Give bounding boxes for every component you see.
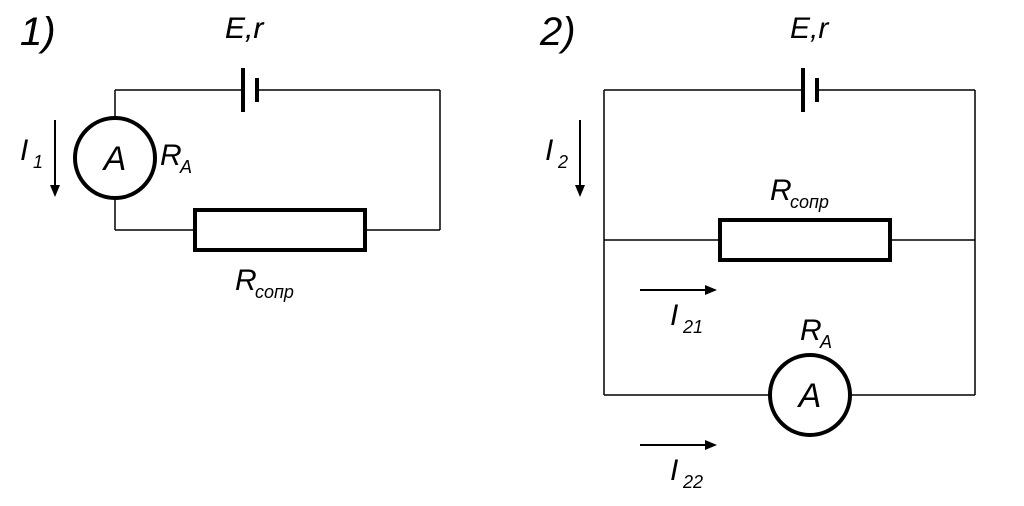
c2-i21-sub: 21 (682, 317, 703, 337)
c2-i22-label: I (670, 454, 678, 487)
c2-i21-label: I (670, 299, 678, 332)
c1-ra-sub: A (179, 157, 192, 177)
c2-ra-label: R (800, 314, 822, 347)
c1-ammeter-letter: A (102, 140, 127, 178)
c2-ammeter-letter: A (797, 377, 822, 415)
battery-label-1: E,r (225, 12, 264, 45)
circuit-1-clean: A R A R сопр I 1 (20, 55, 460, 315)
enum-label-2: 2) (539, 10, 576, 54)
c2-resistor (720, 220, 890, 260)
c2-i-label: I (545, 134, 553, 167)
c1-r-label: R (235, 264, 257, 297)
c2-r-label: R (770, 174, 792, 207)
battery-label-2: E,r (790, 12, 829, 45)
c2-ra-sub: A (819, 332, 832, 352)
c1-i-label: I (20, 134, 28, 167)
c2-i-sub: 2 (557, 152, 568, 172)
circuit-2: 2) E,r A R сопр R A I 2 (539, 10, 975, 492)
enum-label-1: 1) (20, 10, 56, 54)
c2-r-sub: сопр (790, 192, 829, 212)
circuit-diagrams: 1) E,r A R A (0, 0, 1024, 506)
c1-i-sub: 1 (33, 152, 43, 172)
c1-ra-label: R (160, 139, 182, 172)
c2-i22-sub: 22 (682, 472, 703, 492)
c1-r-sub: сопр (255, 282, 294, 302)
